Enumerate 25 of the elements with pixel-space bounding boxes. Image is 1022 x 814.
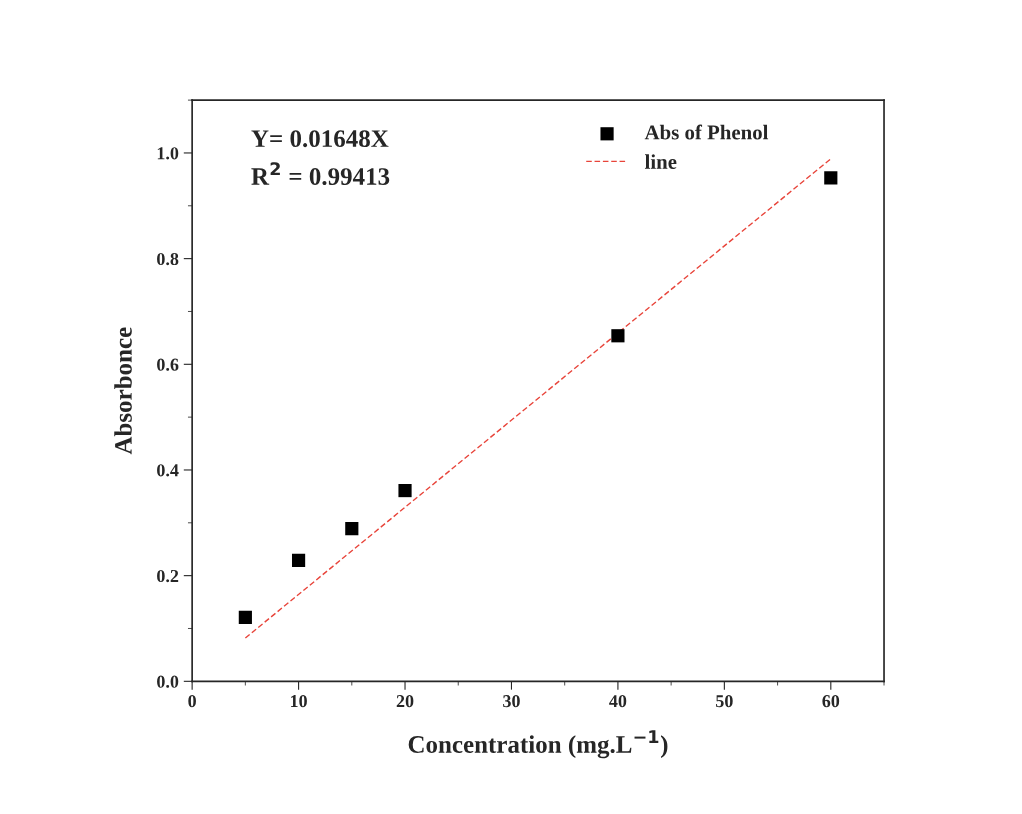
point bbox=[398, 483, 412, 498]
x-tick-label: 10 bbox=[291, 695, 307, 708]
point bbox=[345, 522, 359, 536]
y-tick-label: 0.8 bbox=[157, 252, 179, 266]
x-tick-label: 20 bbox=[396, 695, 414, 708]
y-axis-title: Absorbonce bbox=[114, 327, 132, 455]
point bbox=[824, 171, 838, 185]
x-tick-label: 30 bbox=[503, 695, 520, 708]
y-tick-label: 0.6 bbox=[157, 358, 179, 371]
legend-label: line bbox=[644, 154, 677, 169]
legend-label: Abs of Phenol bbox=[644, 124, 769, 140]
x-tick-label: 40 bbox=[609, 695, 627, 708]
y-tick-label: 0.2 bbox=[157, 569, 179, 583]
x-tick-label: 50 bbox=[716, 695, 733, 708]
x-tick-label: 60 bbox=[822, 695, 840, 708]
y-tick-label: 0.4 bbox=[157, 464, 179, 477]
y-tick-label: 0.0 bbox=[157, 675, 179, 688]
point bbox=[611, 329, 625, 343]
annotation: R$^{2}$ = 0.99413 bbox=[251, 162, 390, 186]
point bbox=[291, 553, 306, 567]
point bbox=[238, 610, 252, 624]
x-tick-label: 0 bbox=[188, 695, 196, 708]
y-tick-label: 1.0 bbox=[157, 147, 179, 160]
annotation: Y= 0.01648X bbox=[251, 130, 389, 148]
x-axis-title: Concentration (mg.L$^{−1}$) bbox=[408, 730, 668, 759]
